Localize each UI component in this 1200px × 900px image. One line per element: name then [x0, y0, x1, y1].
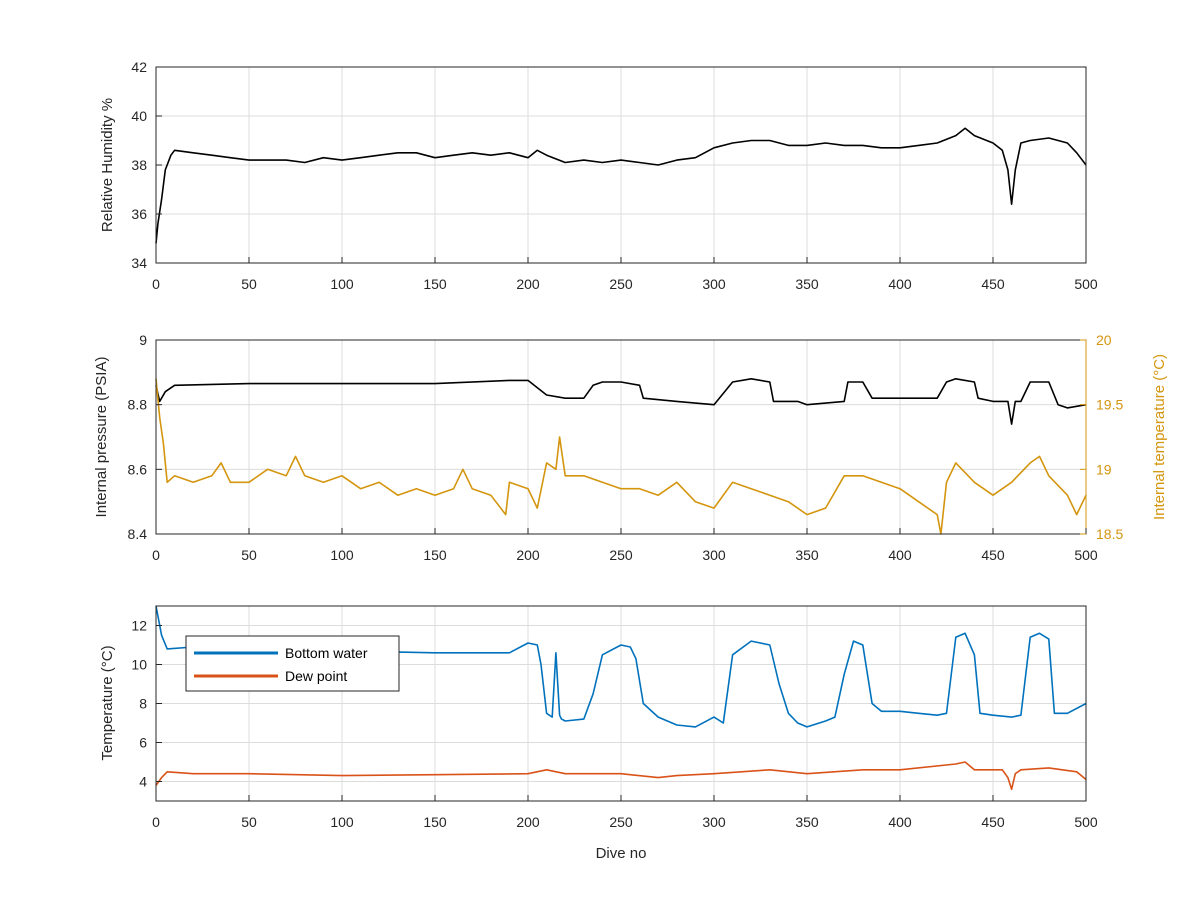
x-tick-label: 150: [423, 547, 447, 563]
x-tick-labels: 0 50 100 150 200 250 300 350 400 450 500: [152, 795, 1098, 830]
y-tick-label: 8.4: [128, 526, 148, 542]
series-layer: [155, 127, 1087, 244]
x-tick-label: 50: [241, 547, 257, 563]
x-tick-label: 50: [241, 814, 257, 830]
x-tick-label: 450: [981, 547, 1005, 563]
series-dew-point: [155, 761, 1087, 791]
y-tick-label: 42: [131, 59, 147, 75]
x-tick-label: 450: [981, 814, 1005, 830]
x-tick-label: 200: [516, 276, 540, 292]
series-layer: [155, 377, 1087, 535]
y-tick-label: 40: [131, 108, 147, 124]
series-bottom-water: [155, 605, 1087, 728]
x-tick-labels: 0 50 100 150 200 250 300 350 400 450 500: [152, 528, 1098, 563]
x-tick-label: 250: [609, 547, 633, 563]
x-tick-label: 350: [795, 814, 819, 830]
x-tick-label: 400: [888, 814, 912, 830]
x-tick-label: 100: [330, 547, 354, 563]
x-tick-label: 200: [516, 814, 540, 830]
panel-internal-pressure-temperature: 0 50 100 150 200 250 300 350 400 450 500 8.4 8.6 8.8…: [93, 332, 1168, 563]
panel-temperature: 0 50 100 150 200 250 300 350 400 450 500 4 6 8 10 12 T…: [99, 605, 1098, 862]
y-tick-labels: 4 6 8 10 12: [131, 618, 162, 790]
x-tick-label: 350: [795, 276, 819, 292]
y-tick-label: 8.6: [128, 461, 148, 477]
x-tick-label: 300: [702, 276, 726, 292]
series-layer: [155, 605, 1087, 791]
y-tick-labels: 8.4 8.6 8.8 9: [128, 332, 162, 542]
x-tick-label: 500: [1074, 276, 1098, 292]
x-tick-label: 100: [330, 276, 354, 292]
y-tick-label: 8.8: [128, 397, 148, 413]
y-tick-label: 38: [131, 157, 147, 173]
y2-tick-label: 19.5: [1096, 397, 1123, 413]
y-tick-label: 12: [131, 618, 147, 634]
x-tick-label: 0: [152, 814, 160, 830]
x-tick-label: 100: [330, 814, 354, 830]
x-tick-label: 0: [152, 547, 160, 563]
y-tick-label: 6: [139, 735, 147, 751]
y2-tick-label: 18.5: [1096, 526, 1123, 542]
x-tick-label: 500: [1074, 814, 1098, 830]
x-axis-label: Dive no: [596, 845, 647, 862]
series-line-1: [155, 127, 1087, 244]
y-tick-labels: 34 36 38 40 42: [131, 59, 162, 271]
y-axis-label: Temperature (°C): [99, 645, 116, 760]
x-tick-label: 300: [702, 547, 726, 563]
series-line-1: [155, 377, 1087, 425]
y-tick-label: 8: [139, 696, 147, 712]
x-tick-label: 350: [795, 547, 819, 563]
x-tick-label: 250: [609, 276, 633, 292]
x-tick-label: 200: [516, 547, 540, 563]
series-line-2: [155, 378, 1087, 535]
x-tick-label: 150: [423, 276, 447, 292]
legend-label-dew-point: Dew point: [285, 668, 347, 684]
x-tick-labels: 0 50 100 150 200 250 300 350 400 450 500: [152, 257, 1098, 292]
legend: Bottom water Dew point: [185, 635, 400, 692]
y-axis-label: Internal pressure (PSIA): [93, 357, 110, 518]
x-tick-label: 400: [888, 276, 912, 292]
y2-tick-labels: 18.5 19 19.5 20: [1080, 332, 1123, 542]
legend-label-bottom-water: Bottom water: [285, 645, 368, 661]
y-tick-label: 34: [131, 255, 147, 271]
y2-tick-label: 20: [1096, 332, 1112, 348]
y-tick-label: 10: [131, 657, 147, 673]
x-tick-label: 500: [1074, 547, 1098, 563]
legend-box: [185, 635, 400, 692]
x-tick-label: 50: [241, 276, 257, 292]
x-tick-label: 300: [702, 814, 726, 830]
panel-relative-humidity: 0 50 100 150 200 250 300 350 400 450 500 34 36 38 40 4…: [99, 59, 1098, 292]
y-tick-label: 4: [139, 774, 147, 790]
x-tick-label: 250: [609, 814, 633, 830]
y-tick-label: 9: [139, 332, 147, 348]
y-axis-label: Relative Humidity %: [99, 98, 116, 232]
x-tick-label: 450: [981, 276, 1005, 292]
x-tick-label: 0: [152, 276, 160, 292]
y2-tick-label: 19: [1096, 461, 1112, 477]
y2-axis-label: Internal temperature (°C): [1151, 354, 1168, 520]
y-tick-label: 36: [131, 206, 147, 222]
x-tick-label: 150: [423, 814, 447, 830]
x-tick-label: 400: [888, 547, 912, 563]
